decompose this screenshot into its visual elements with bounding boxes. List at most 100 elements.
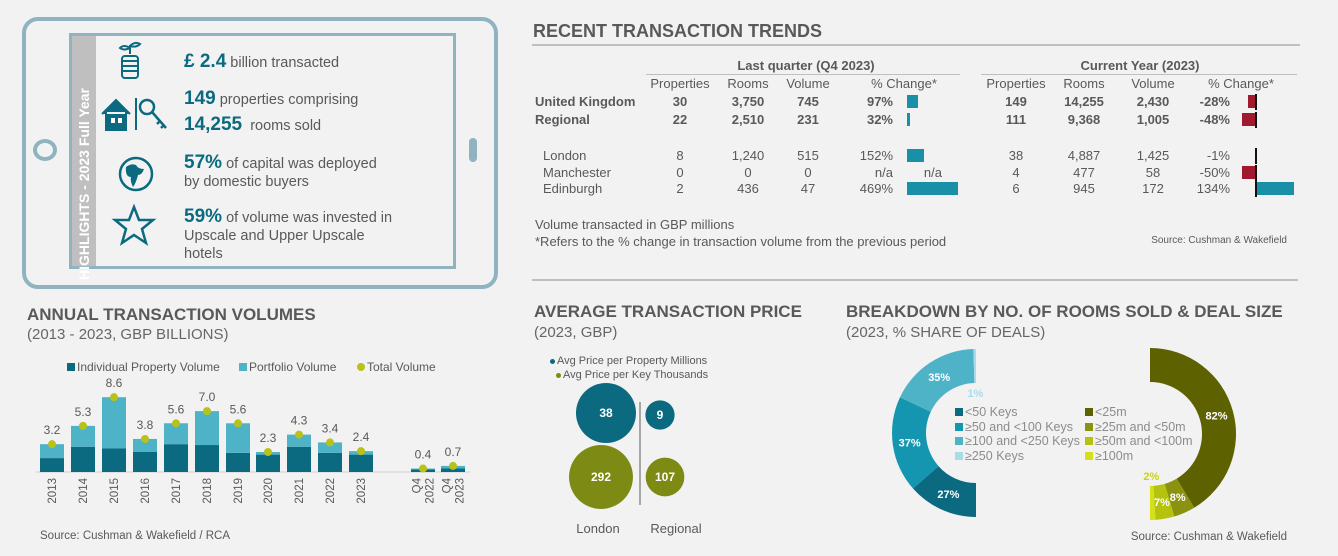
year-cell: -50% xyxy=(1199,165,1230,180)
donut-slice xyxy=(1164,478,1195,517)
year-cell: -28% xyxy=(1199,94,1230,109)
star-icon xyxy=(111,203,157,246)
slice-label: 7% xyxy=(1154,497,1170,509)
donut-legend-item: ≥25m and <50m xyxy=(1085,420,1186,434)
highlight-rooms: 14,255 rooms sold xyxy=(184,114,322,135)
quarter-cell: 152% xyxy=(859,148,893,163)
total-point xyxy=(141,434,149,443)
year-cell: 58 xyxy=(1145,165,1161,180)
total-point xyxy=(449,461,457,470)
quarter-cell: 231 xyxy=(797,112,819,127)
bubble-label: 292 xyxy=(591,470,611,484)
year-change-bar xyxy=(1242,113,1256,126)
year-cell: 111 xyxy=(1005,112,1027,127)
donut-legend-item: ≥100m xyxy=(1085,449,1133,463)
slice-label: 37% xyxy=(899,437,921,449)
slice-label: 2% xyxy=(1143,471,1159,483)
year-cell: 2,430 xyxy=(1136,94,1170,109)
x-tick-label: Q4 xyxy=(442,477,454,493)
quarter-change-bar xyxy=(907,95,918,108)
quarter-cell: 32% xyxy=(866,112,893,127)
quarter-cell: 22 xyxy=(672,112,688,127)
bar-portfolio xyxy=(133,438,157,452)
bubble-label: 38 xyxy=(599,406,613,420)
slice-label: 27% xyxy=(937,489,959,501)
x-tick-label: 2023 xyxy=(356,478,368,504)
tablet-home-button xyxy=(33,139,57,161)
price-title: AVERAGE TRANSACTION PRICE xyxy=(534,302,802,321)
category-london: London xyxy=(576,521,620,536)
divider xyxy=(532,279,1298,281)
year-cell: 477 xyxy=(1073,165,1095,180)
bubble xyxy=(575,382,637,444)
divider xyxy=(532,44,1300,46)
x-tick-label: 2017 xyxy=(171,478,183,504)
annual-subtitle: (2013 - 2023, GBP BILLIONS) xyxy=(27,326,229,343)
data-label: 5.6 xyxy=(230,402,247,416)
legend-label: ≥100m xyxy=(1095,448,1134,463)
slice-label: 35% xyxy=(928,372,950,384)
data-label: 0.7 xyxy=(445,445,462,459)
donut-slice xyxy=(899,349,975,412)
slice-label: 1% xyxy=(967,388,983,400)
row-label: United Kingdom xyxy=(535,94,636,109)
bar-individual xyxy=(441,468,465,472)
row-label: Manchester xyxy=(543,165,611,180)
legend-swatch xyxy=(1085,437,1093,445)
bar-portfolio xyxy=(226,423,250,453)
bar-individual xyxy=(164,444,188,472)
quarter-cell: 47 xyxy=(800,181,816,196)
highlight-volume: £ 2.4 billion transacted xyxy=(184,51,340,72)
total-point xyxy=(110,393,118,402)
total-point xyxy=(264,447,272,456)
year-cell: -48% xyxy=(1199,112,1230,127)
tablet-frame xyxy=(22,17,498,289)
year-cell: 4 xyxy=(1012,165,1020,180)
x-tick-label: 2022 xyxy=(425,478,437,504)
bar-portfolio xyxy=(164,423,188,445)
bubble-label: 107 xyxy=(655,470,675,484)
bar-individual xyxy=(256,454,280,472)
year-cell: 945 xyxy=(1073,181,1095,196)
legend-label: <50 Keys xyxy=(965,405,1018,419)
column-header-year: % Change* xyxy=(1208,76,1274,91)
legend-swatch xyxy=(1085,422,1093,431)
legend-price-key: Avg Price per Key Thousands xyxy=(556,369,708,381)
quarter-cell: 2 xyxy=(676,181,684,196)
column-header-quarter: Rooms xyxy=(727,76,769,91)
x-tick-label: 2023 xyxy=(455,478,467,504)
quarter-change-bar xyxy=(907,113,911,126)
column-header-quarter: Properties xyxy=(650,76,710,91)
legend-swatch xyxy=(955,422,963,431)
data-label: 3.2 xyxy=(44,423,61,437)
donut-slice xyxy=(1153,483,1175,520)
legend-swatch xyxy=(955,451,963,460)
legend-swatch xyxy=(955,408,963,416)
quarter-cell: 0 xyxy=(676,165,684,180)
x-tick-label: 2020 xyxy=(263,478,275,504)
donut-slice xyxy=(973,349,976,384)
x-tick-label: 2018 xyxy=(202,478,214,504)
header-current-year: Current Year (2023) xyxy=(1080,58,1200,73)
quarter-cell: 8 xyxy=(676,148,684,163)
total-point xyxy=(357,447,365,456)
bar-individual xyxy=(287,446,311,472)
data-label: 5.6 xyxy=(168,402,185,416)
year-cell: -1% xyxy=(1206,148,1230,163)
quarter-cell: 1,240 xyxy=(731,148,765,163)
data-label: 3.4 xyxy=(322,421,339,435)
annual-bar-chart: 3.2 2013 5.3 2014 8.6 2015 3.8 2016 5.6 2017 7.0 20… xyxy=(36,376,470,504)
column-header-year: Properties xyxy=(986,76,1046,91)
legend-portfolio: Portfolio Volume xyxy=(239,360,336,374)
data-label: 3.8 xyxy=(137,418,154,432)
slice-label: 8% xyxy=(1170,492,1186,504)
x-tick-label: Q4 xyxy=(412,477,424,493)
legend-label: ≥50m and <100m xyxy=(1095,434,1193,448)
bar-individual xyxy=(102,448,126,472)
quarter-cell: 515 xyxy=(797,148,819,163)
legend-label: ≥50 and <100 Keys xyxy=(965,419,1073,434)
column-header-year: Rooms xyxy=(1063,76,1105,91)
donut-legend-item: <25m xyxy=(1085,405,1127,419)
bubble xyxy=(645,457,685,497)
donut-slice xyxy=(912,466,976,517)
